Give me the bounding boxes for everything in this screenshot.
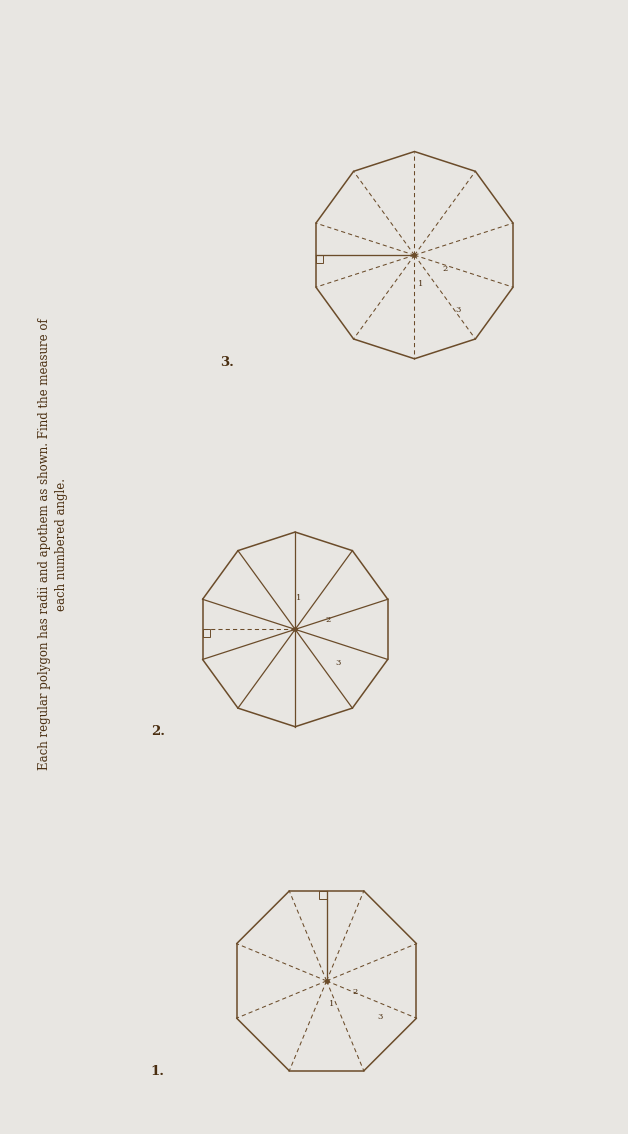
Text: 2: 2 bbox=[325, 616, 330, 625]
Text: 3.: 3. bbox=[220, 356, 234, 370]
Text: 1: 1 bbox=[418, 279, 423, 288]
Text: 1: 1 bbox=[329, 999, 334, 1008]
Text: 3: 3 bbox=[456, 305, 461, 314]
Text: 1: 1 bbox=[296, 593, 301, 602]
Text: Each regular polygon has radii and apothem as shown. Find the measure of
each nu: Each regular polygon has radii and apoth… bbox=[38, 319, 68, 770]
Text: 1.: 1. bbox=[151, 1065, 165, 1078]
Text: 3: 3 bbox=[377, 1013, 382, 1022]
Text: 2: 2 bbox=[352, 988, 357, 997]
Text: 2.: 2. bbox=[151, 725, 165, 738]
Text: 2: 2 bbox=[442, 264, 447, 273]
Text: 3: 3 bbox=[335, 659, 340, 668]
